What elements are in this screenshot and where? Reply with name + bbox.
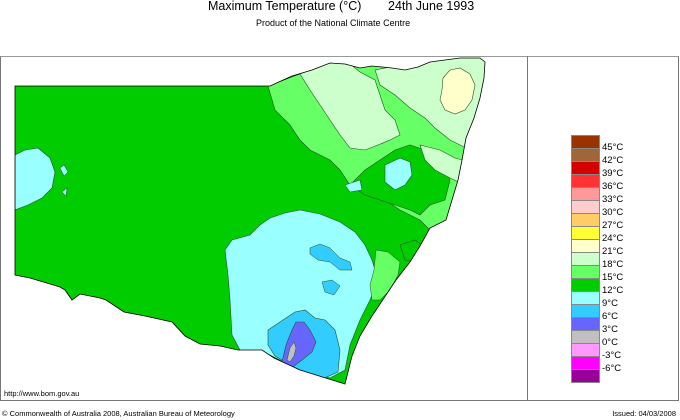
legend-label: -6°C xyxy=(602,363,622,374)
legend-label: 27°C xyxy=(602,220,624,231)
legend-swatch xyxy=(571,135,600,148)
legend-swatch xyxy=(571,356,600,369)
map-title: Maximum Temperature (°C) 24th June 1993 xyxy=(0,0,680,16)
legend-swatch xyxy=(571,174,600,187)
legend-label: 30°C xyxy=(602,207,624,218)
legend-swatch xyxy=(571,369,600,383)
legend-label: 0°C xyxy=(602,337,618,348)
legend-swatch xyxy=(571,226,600,239)
legend-label: 39°C xyxy=(602,168,624,179)
legend-label: 15°C xyxy=(602,272,624,283)
legend-swatch xyxy=(571,187,600,200)
legend-swatch xyxy=(571,239,600,252)
nsw-border xyxy=(14,57,486,385)
map-frame xyxy=(0,56,679,401)
legend-label: 33°C xyxy=(602,194,624,205)
legend-swatch xyxy=(571,291,600,304)
title-date: 24th June 1993 xyxy=(388,0,475,13)
temperature-legend xyxy=(571,135,600,383)
subtitle: Product of the National Climate Centre xyxy=(256,18,411,28)
legend-swatch xyxy=(571,343,600,356)
legend-label: 24°C xyxy=(602,233,624,244)
legend-label: 3°C xyxy=(602,324,618,335)
legend-swatch xyxy=(571,161,600,174)
legend-swatch xyxy=(571,317,600,330)
legend-label: 45°C xyxy=(602,142,624,153)
legend-label: 9°C xyxy=(602,298,618,309)
legend-swatch xyxy=(571,213,600,226)
frame-divider xyxy=(527,56,528,401)
legend-label: 6°C xyxy=(602,311,618,322)
legend-label: -3°C xyxy=(602,350,622,361)
legend-label: 42°C xyxy=(602,155,624,166)
legend-swatch xyxy=(571,148,600,161)
legend-swatch xyxy=(571,265,600,278)
legend-label: 18°C xyxy=(602,259,624,270)
title-variable: Maximum Temperature (°C) xyxy=(208,0,362,13)
map-svg xyxy=(14,57,486,385)
legend-label: 36°C xyxy=(602,181,624,192)
issued-date: Issued: 04/03/2008 xyxy=(612,409,676,418)
legend-swatch xyxy=(571,278,600,291)
legend-label: 12°C xyxy=(602,285,624,296)
nsw-temperature-map xyxy=(0,56,527,401)
website-url[interactable]: http://www.bom.gov.au xyxy=(4,389,80,398)
legend-label: 21°C xyxy=(602,246,624,257)
legend-swatch xyxy=(571,304,600,317)
legend-swatch xyxy=(571,252,600,265)
copyright-notice: © Commonwealth of Australia 2008, Austra… xyxy=(2,409,235,418)
legend-swatch xyxy=(571,330,600,343)
legend-swatch xyxy=(571,200,600,213)
